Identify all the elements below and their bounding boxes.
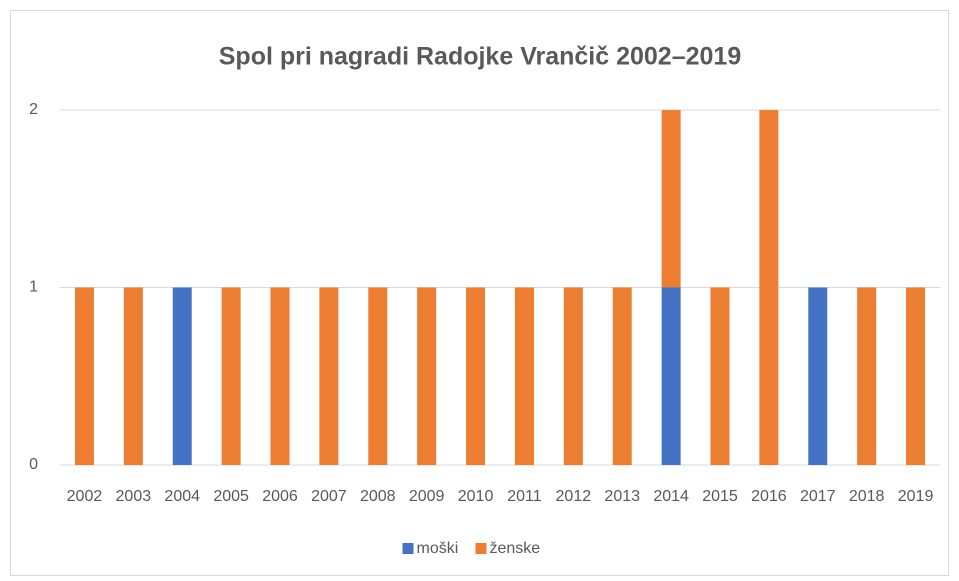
bar-segment <box>710 287 730 465</box>
x-tick-label: 2005 <box>213 488 249 505</box>
x-tick-label: 2009 <box>409 488 445 505</box>
y-tick-label: 2 <box>29 101 38 118</box>
x-tick-label: 2017 <box>800 488 836 505</box>
bar-segment <box>74 287 94 465</box>
x-tick-label: 2013 <box>604 488 640 505</box>
x-tick-label: 2003 <box>116 488 152 505</box>
bar-segment <box>857 287 877 465</box>
bar-segment <box>417 287 437 465</box>
y-tick-label: 0 <box>29 456 38 473</box>
x-tick-label: 2004 <box>164 488 200 505</box>
bar-segment <box>808 287 828 465</box>
bar-segment <box>368 287 388 465</box>
bar-segment <box>466 287 486 465</box>
x-tick-label: 2006 <box>262 488 298 505</box>
legend-label: ženske <box>490 540 541 557</box>
bar-segment <box>612 287 632 465</box>
x-tick-label: 2008 <box>360 488 396 505</box>
x-tick-label: 2019 <box>898 488 934 505</box>
bar-segment <box>123 287 143 465</box>
bar-segment <box>906 287 926 465</box>
x-tick-label: 2014 <box>653 488 689 505</box>
legend-label: moški <box>417 540 459 557</box>
x-tick-label: 2002 <box>67 488 103 505</box>
bar-segment <box>563 287 583 465</box>
x-tick-label: 2015 <box>702 488 738 505</box>
x-tick-label: 2018 <box>849 488 885 505</box>
bar-segment <box>661 110 681 288</box>
bar-segment <box>514 287 534 465</box>
bar-segment <box>661 287 681 465</box>
bar-segment <box>221 287 241 465</box>
bar-segment <box>319 287 339 465</box>
x-tick-label: 2016 <box>751 488 787 505</box>
y-tick-label: 1 <box>29 279 38 296</box>
x-tick-label: 2012 <box>556 488 592 505</box>
x-tick-label: 2010 <box>458 488 494 505</box>
bar-segment <box>172 287 192 465</box>
bar-segment <box>759 110 779 465</box>
legend-swatch <box>402 543 414 554</box>
x-tick-label: 2011 <box>507 488 542 505</box>
bar-segment <box>270 287 290 465</box>
legend-swatch <box>475 543 487 554</box>
chart-title: Spol pri nagradi Radojke Vrančič 2002–20… <box>219 43 741 71</box>
x-tick-label: 2007 <box>311 488 347 505</box>
